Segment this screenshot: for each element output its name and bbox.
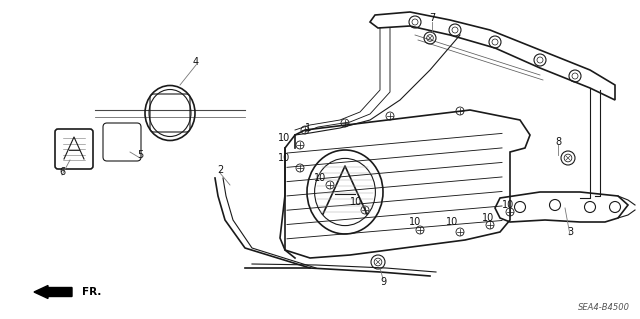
Text: 5: 5 <box>137 150 143 160</box>
Text: 2: 2 <box>217 165 223 175</box>
FancyArrow shape <box>34 286 72 299</box>
Text: 10: 10 <box>314 173 326 183</box>
Text: 1: 1 <box>305 123 311 133</box>
Text: 8: 8 <box>555 137 561 147</box>
Text: 4: 4 <box>193 57 199 67</box>
Text: 7: 7 <box>429 13 435 23</box>
Text: 10: 10 <box>278 153 290 163</box>
Text: FR.: FR. <box>82 287 101 297</box>
Text: 9: 9 <box>380 277 386 287</box>
Text: 10: 10 <box>446 217 458 227</box>
Text: 10: 10 <box>502 200 514 210</box>
Text: 10: 10 <box>278 133 290 143</box>
Text: 10: 10 <box>409 217 421 227</box>
Text: 10: 10 <box>350 197 362 207</box>
Text: 6: 6 <box>59 167 65 177</box>
Text: 3: 3 <box>567 227 573 237</box>
Text: SEA4-B4500: SEA4-B4500 <box>578 303 630 313</box>
Text: 10: 10 <box>482 213 494 223</box>
